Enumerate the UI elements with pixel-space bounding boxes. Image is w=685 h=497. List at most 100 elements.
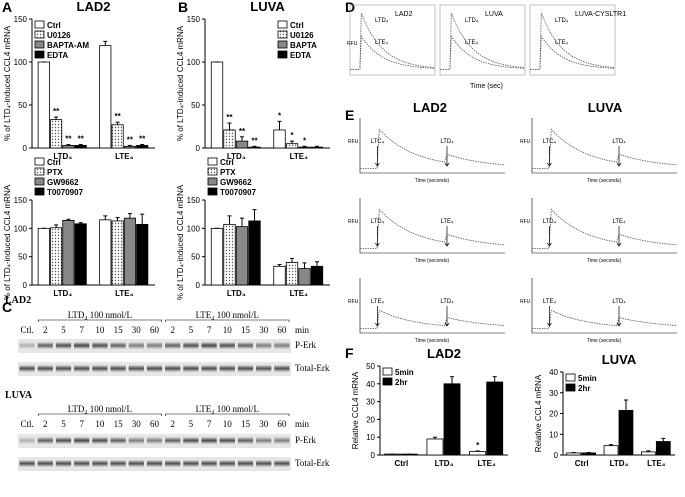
blot-band — [92, 460, 108, 467]
trace-title: LAD2 — [395, 11, 413, 18]
y-tick-label: 150 — [14, 15, 28, 24]
legend-swatch — [34, 30, 45, 39]
blot-band — [237, 437, 254, 444]
bar — [235, 140, 249, 149]
y-tick-label: 100 — [14, 58, 28, 67]
x-tick-label: LTE₄ — [290, 152, 309, 161]
blot-band — [274, 437, 290, 444]
legend-label: 2hr — [578, 384, 590, 393]
y-axis-label: RFU — [348, 139, 359, 145]
arrow-label: LTD₄ — [543, 219, 557, 225]
lane-label: 60 — [277, 419, 287, 429]
blot-band — [201, 437, 217, 444]
trace-label: LTD₄ — [375, 18, 389, 24]
trace — [350, 34, 436, 70]
trace — [350, 12, 436, 70]
legend-label: GW9662 — [47, 178, 79, 187]
bar — [136, 145, 149, 149]
x-tick-label: LTD₄ — [53, 289, 72, 298]
bar — [248, 220, 261, 286]
lane-label: 2 — [43, 419, 48, 429]
legend-label: T0070907 — [47, 188, 84, 197]
y-tick-label: 40 — [366, 380, 375, 389]
lane-label: 2 — [43, 325, 48, 335]
lane-label: 10 — [223, 325, 233, 335]
x-axis-label: Time (seconds) — [415, 338, 450, 344]
y-tick-label: 150 — [14, 196, 28, 205]
bar — [123, 217, 136, 286]
y-axis-label: RFU — [520, 139, 531, 145]
bar — [37, 61, 50, 149]
blot-band — [55, 365, 72, 372]
trace — [360, 309, 506, 329]
lane-label: 7 — [79, 325, 84, 335]
blot-band — [128, 365, 144, 372]
bar — [298, 268, 311, 286]
y-tick-label: 100 — [187, 224, 201, 233]
bar — [581, 452, 597, 456]
legend-label: PTX — [47, 168, 63, 177]
blot-band — [201, 365, 217, 372]
lane-label: 15 — [114, 325, 124, 335]
legend-swatch — [207, 157, 218, 166]
significance: ** — [114, 112, 121, 121]
arrow — [375, 306, 380, 327]
legend-label: 5min — [578, 374, 597, 383]
lane-label: 30 — [132, 325, 142, 335]
lane-label: 60 — [150, 419, 160, 429]
y-tick-label: 0 — [23, 281, 28, 290]
lane-label: 7 — [207, 419, 212, 429]
legend-label: T0070907 — [220, 188, 257, 197]
bar — [223, 223, 236, 286]
blot-band — [19, 342, 35, 349]
bar — [298, 146, 311, 149]
arrow — [444, 146, 450, 167]
bar — [99, 45, 112, 149]
blot-band — [92, 342, 108, 349]
bar — [248, 146, 261, 149]
lane-label: 15 — [114, 419, 124, 429]
y-axis-label: Relative CCL4 mRNA — [534, 374, 543, 452]
chart-title: LUVA — [602, 352, 637, 367]
lane-label: Ctl. — [20, 325, 33, 335]
chart-title: LAD2 — [77, 0, 111, 14]
legend-swatch — [565, 373, 576, 382]
significance: ** — [226, 113, 233, 122]
blot-band — [237, 342, 254, 349]
blot-band — [110, 342, 126, 349]
panel-letter: B — [178, 0, 188, 15]
blot-band — [201, 342, 217, 349]
significance: * — [290, 131, 294, 140]
legend-swatch — [34, 157, 45, 166]
x-axis-label: Time (seconds) — [587, 258, 622, 264]
y-tick-label: 50 — [191, 101, 200, 110]
lane-label: 2 — [170, 419, 175, 429]
blot-cell-title: LUVA — [5, 390, 33, 401]
x-tick-label: LTE₄ — [647, 459, 666, 468]
bar — [235, 226, 249, 286]
treatment-label: LTE₄ 100 nmol/L — [196, 310, 259, 320]
blot-band — [128, 437, 144, 444]
blot-band — [165, 460, 181, 467]
trace-label: LTE₄ — [555, 40, 569, 46]
arrow — [375, 146, 380, 167]
y-axis-label: RFU — [520, 219, 531, 225]
blot-band — [146, 460, 163, 467]
arrow — [616, 226, 622, 247]
lane-label: Ctl. — [20, 419, 33, 429]
lane-label: 5 — [61, 325, 66, 335]
x-tick-label: LTE₄ — [478, 459, 497, 468]
y-tick-label: 0 — [554, 451, 559, 460]
legend-label: Ctrl — [47, 21, 61, 30]
blot-band — [274, 365, 290, 372]
blot-band — [55, 460, 72, 467]
trace — [530, 34, 616, 70]
bar — [123, 145, 136, 149]
bar — [618, 409, 634, 456]
bar — [210, 61, 224, 149]
trace — [532, 309, 678, 329]
significance: ** — [65, 135, 72, 144]
panel-letter: F — [345, 345, 354, 361]
legend-swatch — [34, 50, 45, 59]
legend-swatch — [34, 177, 45, 186]
